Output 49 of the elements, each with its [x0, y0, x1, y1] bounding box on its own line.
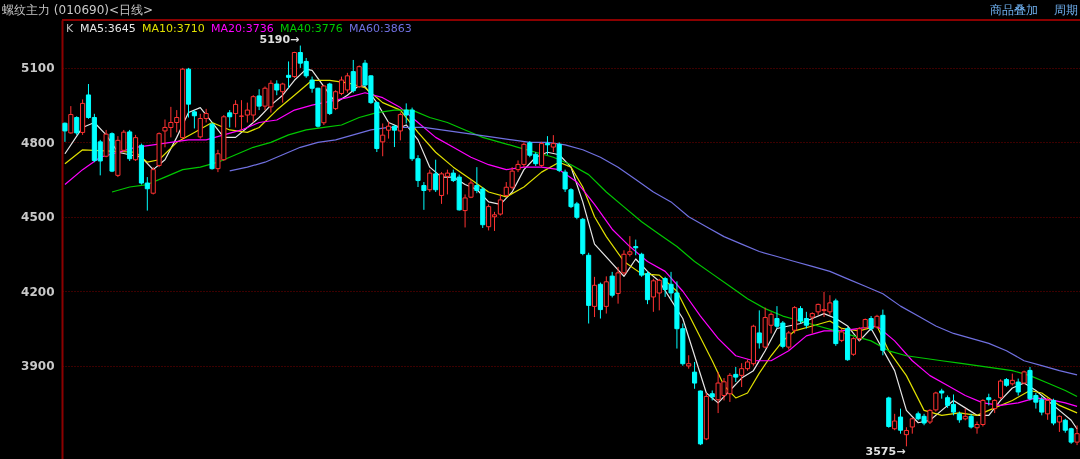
text: 商品叠加 — [990, 3, 1038, 17]
candlestick — [792, 305, 798, 334]
candlestick — [756, 309, 762, 350]
text: MA40:3776 — [280, 22, 343, 35]
line-series — [229, 126, 1078, 376]
annotation: 5190→ — [259, 32, 300, 46]
y-tick-label: 4800 — [21, 135, 55, 150]
candlestick — [233, 99, 239, 128]
candlestick — [350, 59, 356, 94]
candlestick — [391, 124, 398, 148]
candlestick — [68, 105, 74, 135]
candlestick — [998, 378, 1004, 400]
y-tick-label: 5100 — [21, 61, 55, 76]
candlestick — [539, 141, 545, 168]
candlestick — [433, 159, 439, 193]
candlestick — [897, 408, 904, 435]
candlestick — [544, 135, 551, 156]
candlestick — [903, 426, 909, 447]
candlestick — [397, 112, 403, 141]
candlestick — [609, 271, 615, 298]
candlestick — [285, 60, 292, 89]
candlestick — [191, 109, 197, 129]
text: MA20:3736 — [211, 22, 274, 35]
chart-title: 螺纹主力 (010690)<日线> — [2, 3, 154, 17]
candlestick — [380, 122, 386, 157]
candlestick — [133, 134, 139, 162]
y-tick-label: 4200 — [21, 284, 55, 299]
y-tick-label: 3900 — [21, 359, 55, 374]
candlestick — [356, 64, 362, 89]
candlestick — [74, 115, 80, 136]
candlestick — [786, 330, 792, 351]
candlestick — [692, 361, 698, 390]
candlestick — [1045, 397, 1051, 421]
candlestick — [421, 181, 427, 211]
candlestick — [427, 169, 433, 193]
candlestick — [256, 88, 262, 111]
candlestick — [809, 311, 815, 334]
text: MA10:3710 — [142, 22, 205, 35]
candlestick — [103, 129, 109, 158]
annotation: 3575→ — [865, 445, 906, 459]
text: MA60:3863 — [349, 22, 412, 35]
candlestick — [1050, 398, 1057, 426]
candlestick — [150, 166, 156, 195]
annotation: K — [66, 22, 74, 35]
text: MA5:3645 — [80, 22, 136, 35]
candlestick — [591, 276, 598, 318]
text: 周期 — [1054, 3, 1078, 17]
candlestick — [62, 121, 68, 143]
y-tick-label: 4500 — [21, 210, 55, 225]
